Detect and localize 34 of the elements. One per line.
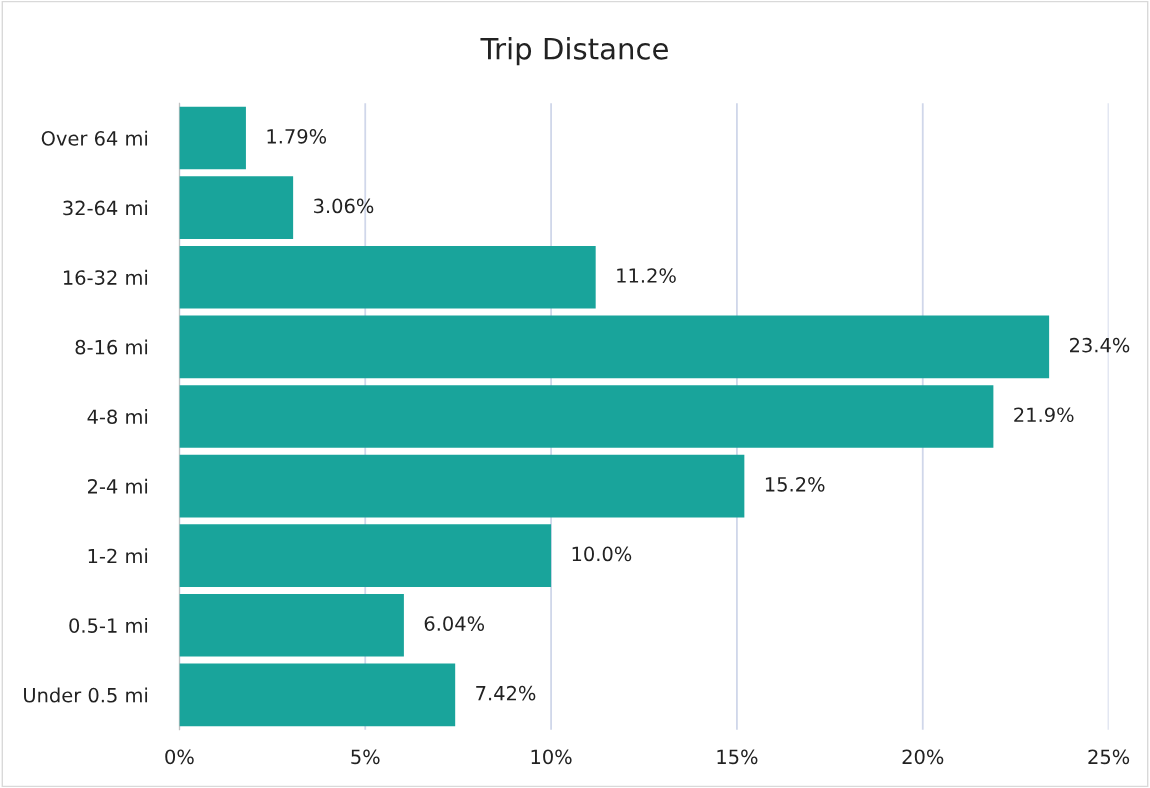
data-label: 3.06% — [314, 198, 374, 214]
y-tick-label: 2-4 mi — [87, 478, 148, 494]
y-tick-label: 1-2 mi — [88, 548, 148, 564]
bar — [179, 524, 552, 587]
bar — [179, 245, 596, 309]
bar — [179, 315, 1050, 379]
x-tick-label: 25% — [1088, 749, 1130, 765]
x-tick-label: 10% — [531, 749, 572, 765]
y-tick-label: 8-16 mi — [75, 339, 148, 355]
bar — [179, 663, 456, 727]
data-label: 1.79% — [267, 128, 327, 144]
data-label: 15.2% — [765, 477, 825, 492]
y-tick-label: 32-64 mi — [63, 200, 148, 216]
bar — [179, 176, 294, 239]
x-tick-label: 20% — [902, 749, 944, 765]
data-label: 6.04% — [424, 616, 485, 631]
x-tick-label: 5% — [351, 749, 380, 765]
bar — [179, 106, 246, 170]
y-tick-label: 0.5-1 mi — [69, 617, 148, 633]
y-tick-label: 4-8 mi — [87, 409, 148, 425]
y-tick-label: Under 0.5 mi — [24, 687, 148, 703]
x-tick-label: 15% — [717, 749, 758, 765]
data-label: 21.9% — [1014, 407, 1074, 423]
x-tick-label: 0% — [165, 749, 194, 765]
bar — [179, 385, 994, 448]
data-label: 23.4% — [1070, 337, 1130, 353]
y-tick-label: 16-32 mi — [63, 269, 148, 285]
data-label: 7.42% — [476, 685, 536, 701]
bar — [179, 454, 745, 518]
bar — [179, 593, 404, 657]
data-label: 10.0% — [572, 546, 632, 562]
chart-title: Trip Distance — [480, 37, 668, 66]
data-label: 11.2% — [617, 268, 676, 283]
y-tick-label: Over 64 mi — [41, 130, 148, 146]
